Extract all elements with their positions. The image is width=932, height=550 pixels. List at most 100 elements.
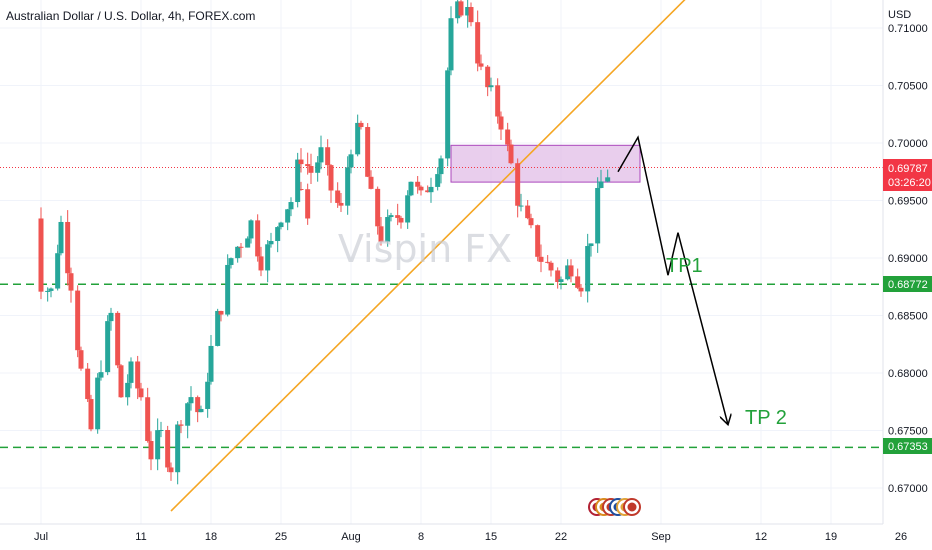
candle-83 [445, 67, 451, 167]
candle-45 [255, 214, 261, 262]
candle-body [108, 312, 114, 322]
time-tick-2: 18 [205, 531, 217, 543]
economic-events[interactable] [588, 498, 641, 516]
last-price-tag [883, 159, 932, 191]
candle-body [275, 227, 281, 242]
candle-body [458, 1, 464, 16]
candle-72 [388, 212, 394, 222]
time-tick-9: 12 [755, 531, 767, 543]
candle-9 [75, 285, 81, 358]
candle-95 [505, 122, 511, 152]
candle-78 [418, 185, 424, 196]
candle-body [515, 163, 521, 206]
candle-body [308, 166, 314, 173]
candle-body [48, 288, 54, 291]
candle-80 [428, 177, 434, 203]
candle-body [208, 345, 214, 382]
candle-76 [408, 181, 414, 197]
candle-body [358, 122, 364, 128]
candle-body [495, 85, 501, 117]
candle-1 [305, 183, 311, 225]
candle-body [338, 202, 344, 206]
candle-body [205, 381, 211, 409]
candle-body [195, 397, 201, 413]
candle-93 [495, 78, 501, 124]
candle-59 [325, 139, 331, 176]
candle-body [248, 220, 254, 239]
candle-body [45, 290, 51, 292]
level-tag-1-text: 0.68772 [888, 279, 928, 291]
candle-body [268, 241, 274, 245]
candle-body [158, 429, 164, 431]
candle-108 [568, 259, 574, 283]
tp1-label: TP1 [666, 255, 703, 277]
projected-path[interactable] [617, 135, 728, 425]
candle-102 [538, 244, 544, 273]
candle-100 [528, 213, 534, 229]
price-tick-4: 0.69000 [888, 253, 928, 265]
candle-38 [218, 310, 224, 322]
candle-body [88, 399, 94, 430]
candles [38, 0, 611, 485]
candle-body [85, 368, 91, 400]
price-tick-3: 0.68500 [888, 311, 928, 323]
candle-body [408, 181, 414, 196]
time-axis[interactable]: Jul 11 18 25 Aug 8 15 22 Sep 12 19 26 [0, 523, 907, 543]
candle-57 [315, 156, 321, 182]
price-tick-8: 0.71000 [888, 23, 928, 35]
candle-body [598, 181, 604, 188]
candle-body [568, 265, 574, 277]
candle-71 [385, 209, 391, 247]
candle-26 [158, 421, 164, 438]
candle-90 [478, 54, 484, 71]
candle-86 [458, 0, 464, 18]
price-axis[interactable]: USD 0.670000.675000.680000.685000.690000… [882, 0, 932, 550]
candle-body [165, 429, 171, 468]
candle-body [78, 350, 84, 369]
candle-30 [178, 419, 184, 434]
time-tick-0: Jul [34, 531, 48, 543]
candle-107 [565, 259, 571, 281]
level-tag-2 [883, 438, 932, 454]
candle-31 [185, 402, 191, 439]
ascending-trendline[interactable] [170, 0, 691, 512]
candle-16 [108, 307, 114, 331]
candle-body [505, 129, 511, 145]
candle-body [225, 264, 231, 315]
candle-53 [295, 152, 301, 208]
candle-body [75, 290, 81, 351]
candle-body [185, 403, 191, 426]
candle-10 [78, 346, 84, 371]
candle-60 [328, 164, 334, 203]
candle-body [305, 189, 311, 219]
supply-zone-box[interactable] [450, 144, 641, 183]
candle-56 [308, 153, 314, 185]
candle-46 [258, 246, 264, 277]
candle-body [425, 190, 431, 193]
candle-body [98, 372, 104, 378]
candle-64 [348, 149, 354, 174]
price-tick-6: 0.70000 [888, 138, 928, 150]
last-price-value: 0.69787 [888, 163, 928, 175]
candle-body [315, 162, 321, 173]
candle-62 [338, 193, 344, 213]
candle-99 [525, 199, 531, 220]
candle-69 [375, 186, 381, 235]
time-tick-10: 19 [825, 531, 837, 543]
candle-body [525, 205, 531, 219]
candle-34 [198, 405, 204, 413]
candle-body [468, 7, 474, 23]
candle-body [305, 164, 311, 167]
currency-label: USD [888, 9, 911, 21]
event-flag-icon-5[interactable] [623, 498, 641, 516]
candle-body [595, 187, 601, 244]
candle-body [415, 181, 421, 187]
candle-body [438, 158, 444, 175]
candle-body [178, 424, 184, 426]
candle-25 [155, 418, 161, 471]
candle-42 [238, 243, 244, 258]
candle-58 [318, 135, 324, 170]
candle-body [548, 262, 554, 271]
